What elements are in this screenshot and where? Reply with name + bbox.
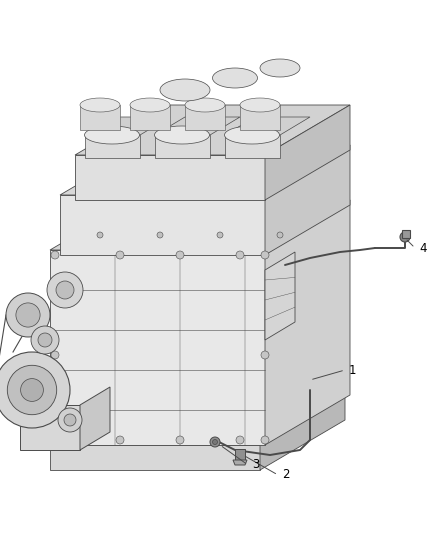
Circle shape — [31, 326, 59, 354]
Polygon shape — [75, 105, 350, 155]
Polygon shape — [50, 395, 345, 445]
Polygon shape — [85, 135, 140, 158]
Polygon shape — [155, 117, 240, 135]
Text: 1: 1 — [349, 364, 357, 376]
Polygon shape — [225, 135, 280, 158]
Polygon shape — [235, 449, 245, 460]
Circle shape — [7, 365, 57, 415]
Circle shape — [47, 272, 83, 308]
Text: 4: 4 — [419, 241, 427, 254]
Circle shape — [51, 251, 59, 259]
Polygon shape — [155, 135, 210, 158]
Polygon shape — [50, 445, 260, 470]
Polygon shape — [402, 230, 410, 238]
Ellipse shape — [160, 79, 210, 101]
Circle shape — [21, 378, 43, 401]
Circle shape — [212, 440, 218, 445]
Polygon shape — [20, 405, 80, 450]
Circle shape — [400, 232, 410, 242]
Polygon shape — [225, 117, 310, 135]
Circle shape — [277, 232, 283, 238]
Circle shape — [38, 333, 52, 347]
Circle shape — [58, 408, 82, 432]
Polygon shape — [50, 200, 350, 250]
Ellipse shape — [225, 126, 279, 144]
Circle shape — [261, 436, 269, 444]
Polygon shape — [265, 200, 350, 445]
Ellipse shape — [185, 98, 225, 112]
Polygon shape — [75, 155, 265, 200]
Polygon shape — [85, 117, 170, 135]
Circle shape — [157, 232, 163, 238]
Ellipse shape — [240, 98, 280, 112]
Circle shape — [176, 436, 184, 444]
Circle shape — [236, 436, 244, 444]
Circle shape — [210, 437, 220, 447]
Circle shape — [116, 251, 124, 259]
Circle shape — [236, 251, 244, 259]
Polygon shape — [240, 105, 280, 130]
Circle shape — [217, 232, 223, 238]
Polygon shape — [265, 252, 295, 340]
Circle shape — [6, 293, 50, 337]
Polygon shape — [185, 105, 225, 130]
Polygon shape — [60, 145, 350, 195]
Ellipse shape — [85, 126, 139, 144]
Polygon shape — [233, 460, 247, 465]
Polygon shape — [50, 250, 265, 445]
Circle shape — [261, 351, 269, 359]
Circle shape — [16, 303, 40, 327]
Circle shape — [51, 436, 59, 444]
Circle shape — [56, 281, 74, 299]
Polygon shape — [265, 105, 350, 200]
Circle shape — [51, 351, 59, 359]
Polygon shape — [265, 145, 350, 255]
Circle shape — [176, 251, 184, 259]
Circle shape — [64, 414, 76, 426]
Circle shape — [116, 436, 124, 444]
Ellipse shape — [212, 68, 258, 88]
Ellipse shape — [260, 59, 300, 77]
Polygon shape — [80, 387, 110, 450]
Polygon shape — [260, 395, 345, 470]
Ellipse shape — [80, 98, 120, 112]
Ellipse shape — [130, 98, 170, 112]
Circle shape — [97, 232, 103, 238]
Polygon shape — [80, 105, 120, 130]
Polygon shape — [130, 105, 170, 130]
Text: 2: 2 — [282, 469, 290, 481]
Polygon shape — [60, 195, 265, 255]
Ellipse shape — [155, 126, 209, 144]
Circle shape — [261, 251, 269, 259]
Text: 3: 3 — [252, 458, 259, 472]
Circle shape — [0, 352, 70, 428]
